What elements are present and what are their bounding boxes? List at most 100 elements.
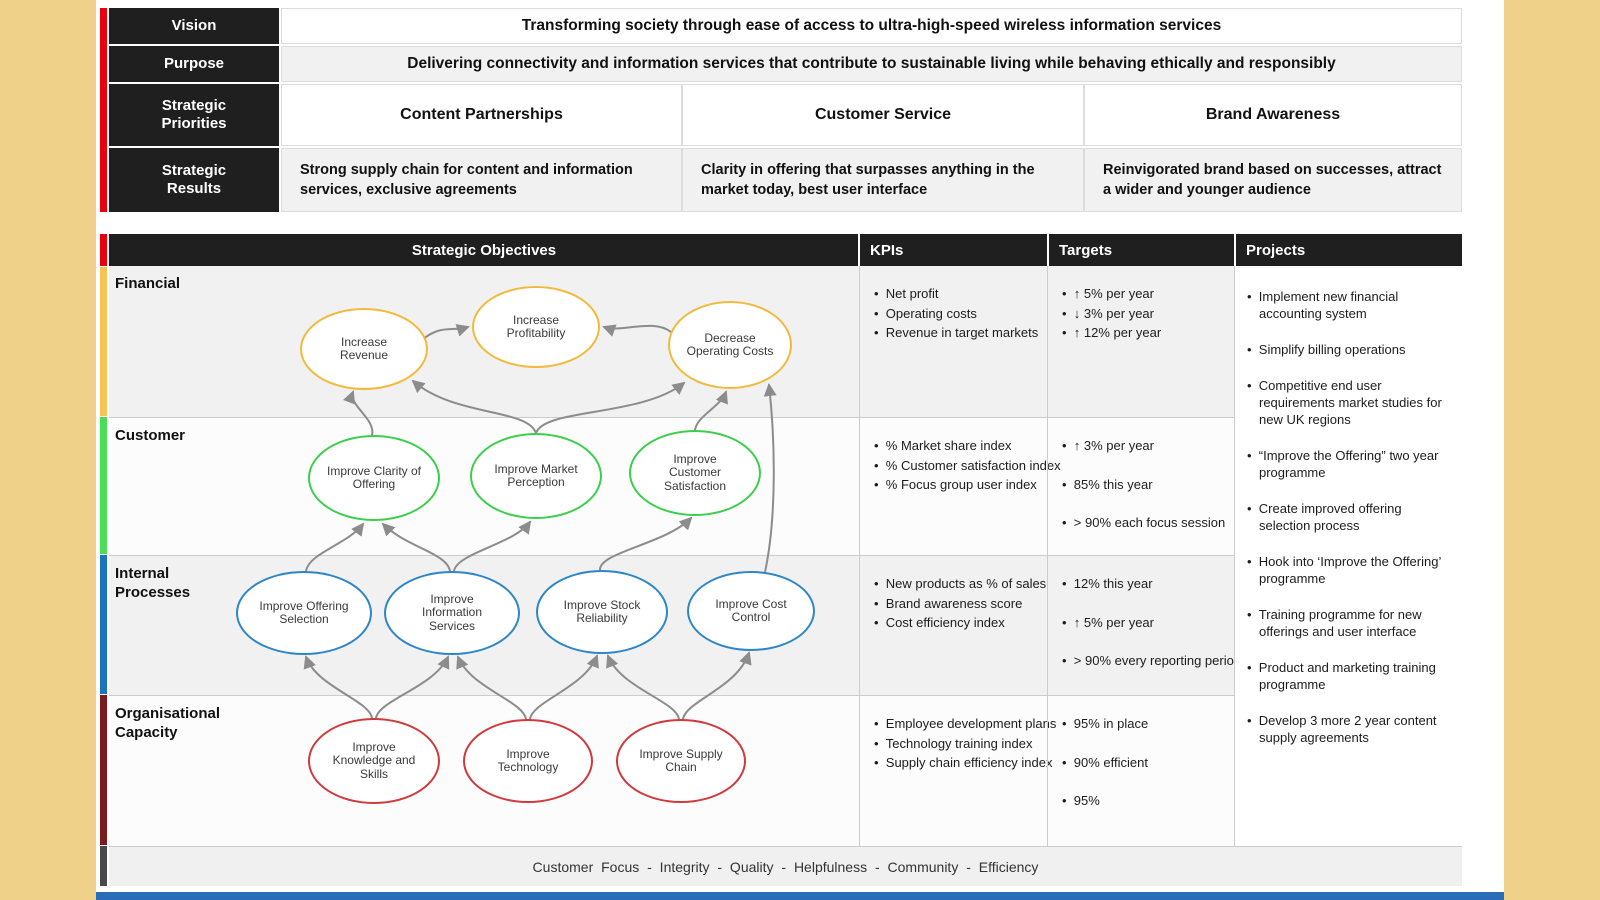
values-text: Customer Focus - Integrity - Quality - H…	[532, 858, 1039, 875]
causal-arrow-decrease-operating-costs-to-increase-profitability	[602, 324, 672, 337]
targets-list-customer: ↑ 3% per year 85% this year > 90% each foc…	[1047, 418, 1271, 580]
purpose-value: Delivering connectivity and information …	[281, 46, 1462, 82]
objective-node-improve-market-perception: Improve Market Perception	[470, 433, 602, 519]
vision-label: Vision	[109, 8, 279, 44]
bullet-item: % Customer satisfaction index	[886, 458, 1074, 475]
values-accent-bar	[100, 846, 107, 886]
bullet-item: “Improve the Offering” two year programm…	[1259, 447, 1454, 481]
strategy-map-arrows	[303, 324, 777, 720]
bullet-item: 12% this year	[1074, 576, 1261, 593]
priority-cell-text: Customer Service	[814, 106, 952, 123]
bullet-item: ↑ 5% per year	[1074, 615, 1261, 632]
purpose-label: Purpose	[109, 46, 279, 82]
bottom-blue-bar	[96, 892, 1504, 900]
objective-node-improve-technology: Improve Technology	[463, 719, 593, 803]
causal-arrow-improve-cost-control-to-decrease-operating-costs	[763, 383, 777, 573]
header-targets: Targets	[1059, 241, 1113, 259]
bullet-item: ↑ 5% per year	[1074, 286, 1261, 303]
bullet-item: % Focus group user index	[886, 477, 1074, 494]
bullet-item: > 90% each focus session	[1074, 515, 1261, 532]
causal-arrow-improve-supply-chain-to-improve-stock-reliability	[606, 654, 680, 720]
bullet-item: Technology training index	[886, 736, 1074, 753]
priority-content-partnerships: Content Partnerships	[281, 84, 682, 146]
result-cell-text: Reinvigorated brand based on successes, …	[1103, 162, 1442, 198]
values-row: Customer Focus - Integrity - Quality - H…	[109, 846, 1462, 886]
strategic-priorities-label-text: Strategic Priorities	[161, 97, 227, 132]
bullet-item: Hook into ‘Improve the Offering’ program…	[1259, 553, 1454, 587]
objective-node-improve-supply-chain: Improve Supply Chain	[616, 719, 746, 803]
strategic-priorities-label: Strategic Priorities	[109, 84, 279, 146]
kpis-list-internal-processes: New products as % of sales Brand awarenes…	[859, 556, 1084, 720]
objective-node-increase-revenue: Increase Revenue	[300, 308, 428, 390]
scorecard-header-accent-bar	[100, 234, 107, 266]
bullet-item: Cost efficiency index	[886, 615, 1074, 632]
targets-list-organisational-capacity: 95% in place 90% efficient 95%	[1047, 696, 1271, 871]
priority-brand-awareness: Brand Awareness	[1084, 84, 1462, 146]
causal-arrow-improve-technology-to-improve-information-services	[456, 655, 527, 720]
projects-list: Implement new financial accounting syste…	[1235, 266, 1462, 746]
strategic-results-label-text: Strategic Results	[161, 162, 227, 197]
kpis-list-financial: Net profit Operating costs Revenue in targ…	[859, 266, 1084, 441]
strategy-map: Increase Revenue Increase Profitability De…	[109, 266, 859, 846]
bullet-item: Operating costs	[886, 306, 1074, 323]
causal-arrow-improve-market-perception-to-increase-revenue	[411, 379, 537, 434]
objective-node-improve-information-services: Improve Information Services	[384, 571, 520, 655]
causal-arrow-improve-stock-reliability-to-improve-customer-satisfaction	[598, 516, 693, 571]
bullet-item: 95% in place	[1074, 716, 1261, 733]
priority-cell-text: Brand Awareness	[1205, 106, 1341, 123]
causal-arrow-improve-supply-chain-to-improve-cost-control	[682, 651, 752, 720]
causal-arrow-improve-market-perception-to-decrease-operating-costs	[535, 381, 686, 434]
bullet-item: > 90% every reporting period	[1074, 653, 1261, 670]
objective-node-improve-clarity-of-offering: Improve Clarity of Offering	[308, 435, 440, 521]
perspective-label-organisational-capacity: Organisational Capacity	[115, 705, 221, 741]
targets-list-financial: ↑ 5% per year ↓ 3% per year ↑ 12% per year	[1047, 266, 1271, 441]
objective-node-improve-knowledge-and-skills: Improve Knowledge and Skills	[308, 718, 440, 804]
causal-arrow-improve-information-services-to-improve-clarity-of-offering	[381, 522, 451, 572]
vision-label-text: Vision	[171, 17, 217, 34]
objective-node-increase-profitability: Increase Profitability	[472, 286, 600, 368]
bullet-item: 90% efficient	[1074, 755, 1261, 772]
targets-list-internal-processes: 12% this year ↑ 5% per year > 90% every re…	[1047, 556, 1271, 720]
organisational-accent-bar	[100, 695, 107, 845]
scorecard-header: Strategic Objectives KPIs Targets Projec…	[109, 234, 1462, 266]
priority-cell-text: Content Partnerships	[400, 106, 563, 123]
bullet-item: Product and marketing training programme	[1259, 659, 1454, 693]
priority-customer-service: Customer Service	[682, 84, 1084, 146]
result-cell-3: Reinvigorated brand based on successes, …	[1084, 148, 1462, 212]
customer-accent-bar	[100, 417, 107, 554]
header-divider	[858, 234, 860, 266]
perspective-label-customer: Customer	[115, 427, 186, 444]
purpose-label-text: Purpose	[163, 55, 224, 72]
causal-arrow-improve-technology-to-improve-stock-reliability	[529, 654, 599, 720]
objective-node-improve-offering-selection: Improve Offering Selection	[236, 571, 372, 655]
bullet-item: ↓ 3% per year	[1074, 306, 1261, 323]
financial-accent-bar	[100, 267, 107, 416]
bullet-item: Implement new financial accounting syste…	[1259, 288, 1454, 322]
perspective-label-financial: Financial	[115, 275, 181, 292]
bullet-item: Brand awareness score	[886, 596, 1074, 613]
result-cell-2: Clarity in offering that surpasses anyth…	[682, 148, 1084, 212]
bullet-item: Net profit	[886, 286, 1074, 303]
bullet-item: 95%	[1074, 793, 1261, 810]
bullet-item: % Market share index	[886, 438, 1074, 455]
bullet-item: ↑ 3% per year	[1074, 438, 1261, 455]
kpis-list-customer: % Market share index % Customer satisfact…	[859, 418, 1084, 580]
header-strategic-objectives: Strategic Objectives	[411, 241, 557, 259]
result-cell-1: Strong supply chain for content and info…	[281, 148, 682, 212]
bullet-item: Supply chain efficiency index	[886, 755, 1074, 772]
objective-node-decrease-operating-costs: Decrease Operating Costs	[668, 301, 792, 389]
vision-value: Transforming society through ease of acc…	[281, 8, 1462, 44]
header-projects: Projects	[1246, 241, 1306, 259]
header-divider	[1234, 234, 1236, 266]
bullet-item: 85% this year	[1074, 477, 1261, 494]
header-kpis: KPIs	[870, 241, 904, 259]
projects-column: Implement new financial accounting syste…	[1234, 266, 1462, 846]
objective-node-improve-cost-control: Improve Cost Control	[687, 571, 815, 651]
causal-arrow-improve-offering-selection-to-improve-clarity-of-offering	[305, 522, 365, 572]
bullet-item: Develop 3 more 2 year content supply agr…	[1259, 712, 1454, 746]
result-cell-text: Strong supply chain for content and info…	[300, 162, 633, 198]
header-divider	[1047, 234, 1049, 266]
causal-arrow-increase-revenue-to-increase-profitability	[421, 324, 470, 341]
internal-accent-bar	[100, 555, 107, 694]
bullet-item: Employee development plans	[886, 716, 1074, 733]
